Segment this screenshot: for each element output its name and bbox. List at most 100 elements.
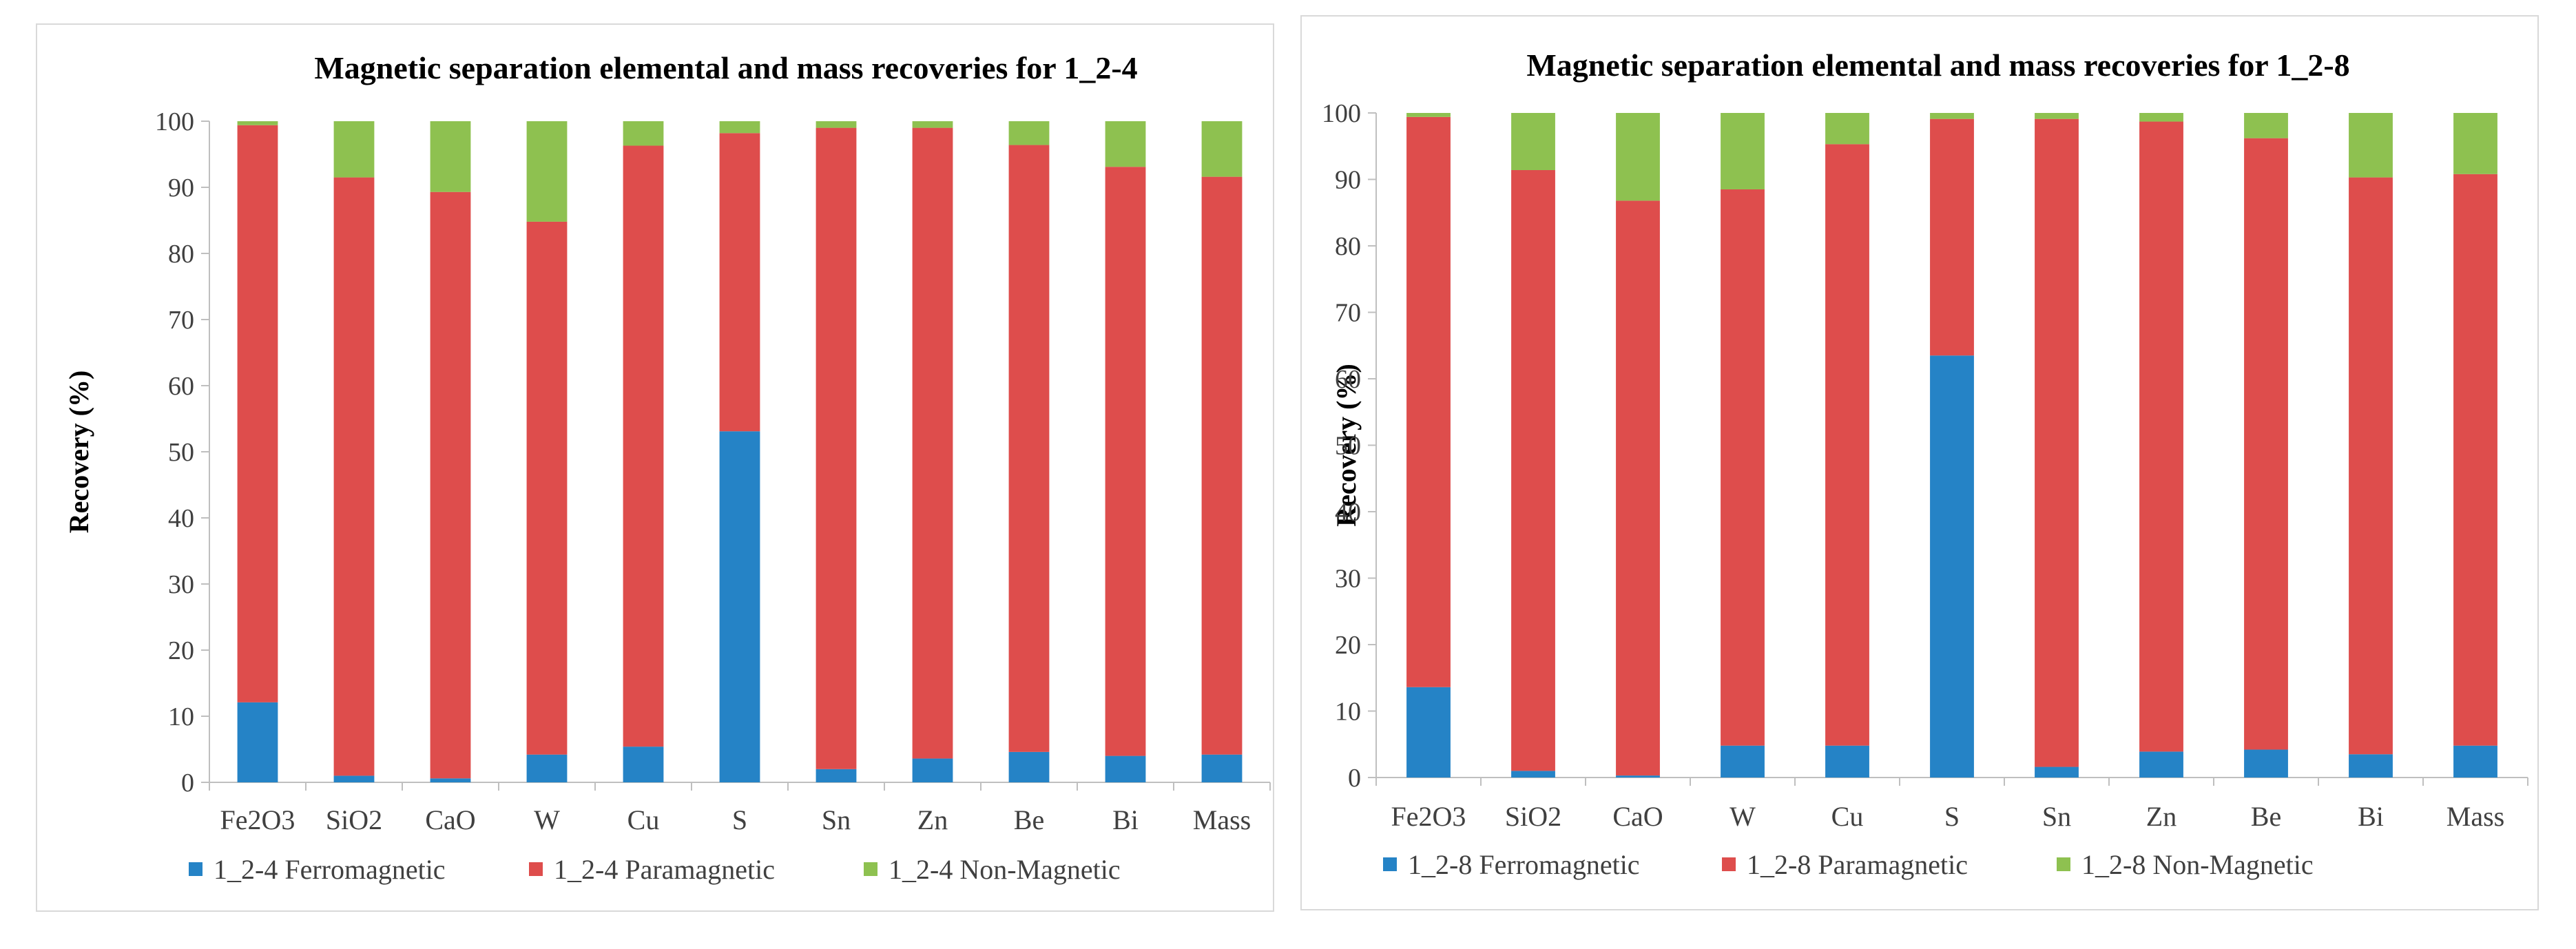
x-category-label: Be <box>2251 801 2281 832</box>
bar-segment-1-2-4-ferromagnetic-be <box>1008 751 1050 782</box>
bar-segment-1-2-4-non-magnetic-be <box>1008 121 1050 145</box>
y-tick-label: 10 <box>1335 698 1361 727</box>
legend-label: 1_2-8 Non-Magnetic <box>2081 849 2314 880</box>
y-tick-label: 50 <box>168 438 194 467</box>
bar-segment-1-2-4-non-magnetic-s <box>719 121 760 134</box>
x-category-label: Mass <box>2447 801 2504 832</box>
bar-segment-1-2-8-ferromagnetic-cao <box>1616 775 1660 778</box>
x-category-label: Bi <box>2358 801 2384 832</box>
bar-segment-1-2-4-non-magnetic-sio2 <box>333 121 375 178</box>
bar-segment-1-2-8-ferromagnetic-fe2o3 <box>1406 687 1451 778</box>
legend-swatch <box>864 862 877 876</box>
legend-label: 1_2-4 Ferromagnetic <box>214 854 446 885</box>
bar-segment-1-2-4-non-magnetic-sn <box>816 121 857 128</box>
bar-segment-1-2-8-paramagnetic-cu <box>1825 144 1869 746</box>
chart-title: Magnetic separation elemental and mass r… <box>314 50 1137 85</box>
y-tick-label: 90 <box>168 174 194 202</box>
bar-segment-1-2-8-paramagnetic-fe2o3 <box>1406 116 1451 687</box>
bar-segment-1-2-8-ferromagnetic-cu <box>1825 745 1869 778</box>
y-tick-label: 70 <box>168 306 194 335</box>
bar-segment-1-2-8-non-magnetic-fe2o3 <box>1406 113 1451 117</box>
chart-svg-1-2-8: Magnetic separation elemental and mass r… <box>1322 48 2528 880</box>
legend-label: 1_2-8 Paramagnetic <box>1747 849 1968 880</box>
bar-segment-1-2-4-ferromagnetic-fe2o3 <box>237 702 278 782</box>
bar-segment-1-2-8-ferromagnetic-sio2 <box>1511 771 1555 778</box>
bar-segment-1-2-8-non-magnetic-sio2 <box>1511 113 1555 170</box>
bar-segment-1-2-8-paramagnetic-s <box>1930 118 1974 356</box>
chart-panel-1-2-8: Magnetic separation elemental and mass r… <box>1300 15 2539 910</box>
y-tick-label: 40 <box>1335 498 1361 527</box>
x-category-label: SiO2 <box>326 804 382 835</box>
bar-segment-1-2-8-non-magnetic-bi <box>2349 113 2393 178</box>
x-category-label: Fe2O3 <box>1391 801 1466 832</box>
bar-segment-1-2-8-paramagnetic-cao <box>1616 200 1660 776</box>
bar-segment-1-2-4-non-magnetic-cu <box>623 121 664 146</box>
bar-segment-1-2-4-paramagnetic-mass <box>1201 176 1243 755</box>
y-tick-label: 90 <box>1335 166 1361 195</box>
bar-segment-1-2-8-paramagnetic-mass <box>2453 174 2497 746</box>
x-category-label: W <box>1730 801 1756 832</box>
bar-segment-1-2-4-ferromagnetic-bi <box>1105 755 1146 782</box>
y-tick-label: 30 <box>168 570 194 599</box>
bar-segment-1-2-8-paramagnetic-bi <box>2349 177 2393 755</box>
bar-segment-1-2-8-paramagnetic-sn <box>2035 118 2079 767</box>
legend-swatch <box>2057 857 2070 871</box>
bar-segment-1-2-8-ferromagnetic-sn <box>2035 766 2079 778</box>
x-category-label: Mass <box>1193 804 1251 835</box>
bar-segment-1-2-4-ferromagnetic-cao <box>430 778 471 782</box>
bar-segment-1-2-4-ferromagnetic-zn <box>912 758 953 782</box>
y-axis-title: Recovery (%) <box>63 371 94 534</box>
x-category-label: Zn <box>2146 801 2177 832</box>
x-category-label: Cu <box>627 804 660 835</box>
bar-segment-1-2-4-non-magnetic-fe2o3 <box>237 121 278 125</box>
bar-segment-1-2-8-non-magnetic-sn <box>2035 113 2079 119</box>
bar-segment-1-2-8-ferromagnetic-be <box>2244 749 2288 778</box>
y-tick-label: 40 <box>168 504 194 533</box>
chart-svg-1-2-4: Magnetic separation elemental and mass r… <box>63 50 1271 885</box>
bar-segment-1-2-4-ferromagnetic-s <box>719 431 760 782</box>
bar-segment-1-2-4-non-magnetic-bi <box>1105 121 1146 167</box>
bar-segment-1-2-4-ferromagnetic-mass <box>1201 754 1243 782</box>
bar-segment-1-2-4-ferromagnetic-sn <box>816 769 857 782</box>
bar-segment-1-2-4-paramagnetic-cao <box>430 191 471 779</box>
bar-segment-1-2-8-non-magnetic-be <box>2244 113 2288 138</box>
legend-swatch <box>529 862 543 876</box>
x-category-label: Be <box>1014 804 1044 835</box>
bar-segment-1-2-4-paramagnetic-fe2o3 <box>237 125 278 702</box>
legend-swatch <box>189 862 202 876</box>
bar-segment-1-2-8-ferromagnetic-s <box>1930 355 1974 778</box>
chart-title: Magnetic separation elemental and mass r… <box>1526 48 2349 83</box>
y-tick-label: 80 <box>168 240 194 269</box>
y-tick-label: 60 <box>1335 365 1361 394</box>
x-category-label: Fe2O3 <box>220 804 295 835</box>
bar-segment-1-2-8-ferromagnetic-mass <box>2453 745 2497 778</box>
y-tick-label: 0 <box>1348 764 1361 793</box>
bar-segment-1-2-8-non-magnetic-zn <box>2139 113 2183 122</box>
y-axis-title: Recovery (%) <box>1331 364 1362 527</box>
x-category-label: Sn <box>2042 801 2071 832</box>
x-category-label: SiO2 <box>1505 801 1561 832</box>
y-tick-label: 20 <box>1335 631 1361 660</box>
legend-swatch <box>1383 857 1397 871</box>
bar-segment-1-2-4-ferromagnetic-cu <box>623 747 664 782</box>
y-tick-label: 60 <box>168 372 194 401</box>
bar-segment-1-2-8-non-magnetic-cu <box>1825 113 1869 145</box>
bar-segment-1-2-4-paramagnetic-sio2 <box>333 177 375 776</box>
bar-segment-1-2-4-paramagnetic-w <box>526 221 568 755</box>
x-category-label: S <box>732 804 747 835</box>
legend-swatch <box>1722 857 1736 871</box>
y-tick-label: 30 <box>1335 565 1361 594</box>
y-tick-label: 20 <box>168 636 194 665</box>
bar-segment-1-2-8-non-magnetic-w <box>1721 113 1765 189</box>
bar-segment-1-2-4-paramagnetic-bi <box>1105 167 1146 756</box>
x-category-label: CaO <box>425 804 475 835</box>
bar-segment-1-2-8-non-magnetic-cao <box>1616 113 1660 201</box>
x-category-label: Zn <box>917 804 948 835</box>
y-tick-label: 100 <box>155 107 194 136</box>
bar-segment-1-2-4-ferromagnetic-sio2 <box>333 775 375 782</box>
bar-segment-1-2-4-non-magnetic-w <box>526 121 568 222</box>
y-tick-label: 50 <box>1335 432 1361 461</box>
bar-segment-1-2-8-paramagnetic-zn <box>2139 121 2183 752</box>
bar-segment-1-2-8-ferromagnetic-w <box>1721 745 1765 778</box>
bar-segment-1-2-8-paramagnetic-sio2 <box>1511 169 1555 771</box>
